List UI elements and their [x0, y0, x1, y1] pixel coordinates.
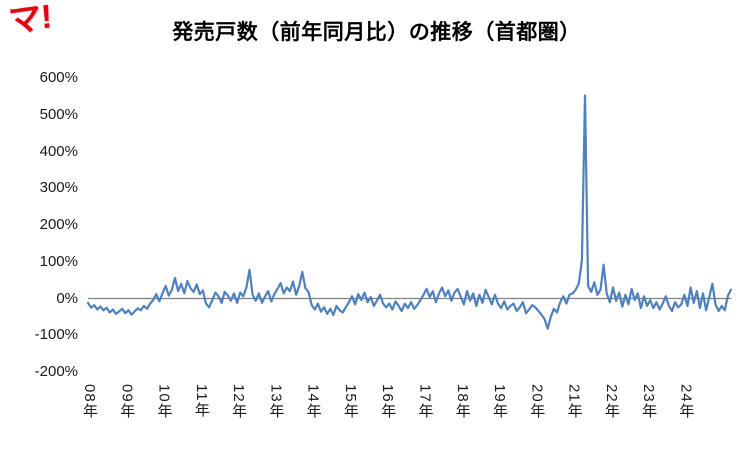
x-tick-label: 23年: [640, 384, 658, 419]
y-tick-label: 400%: [39, 142, 78, 160]
x-tick-label: 19年: [491, 384, 509, 419]
y-tick-label: 600%: [39, 69, 78, 86]
x-tick-label: 13年: [267, 384, 285, 419]
x-tick-label: 14年: [304, 384, 322, 419]
x-tick-label: 16年: [379, 384, 397, 419]
y-tick-label: 100%: [39, 252, 78, 270]
y-tick-label: -200%: [34, 363, 78, 380]
x-tick-label: 17年: [416, 384, 434, 419]
x-tick-label: 15年: [341, 384, 359, 419]
x-tick-label: 18年: [453, 384, 471, 419]
x-tick-label: 20年: [528, 384, 546, 419]
x-tick-label: 08年: [81, 384, 98, 419]
x-tick-label: 22年: [602, 384, 620, 419]
y-tick-label: 300%: [39, 179, 78, 197]
y-tick-label: 200%: [39, 216, 78, 233]
y-tick-label: 500%: [39, 105, 78, 123]
x-tick-label: 24年: [677, 384, 695, 419]
x-tick-label: 09年: [118, 384, 136, 419]
x-tick-label: 12年: [230, 384, 248, 419]
x-tick-label: 10年: [155, 384, 173, 419]
x-tick-label: 21年: [565, 384, 583, 419]
x-tick-label: 11年: [192, 384, 210, 418]
chart-title: 発売戸数（前年同月比）の推移（首都圏）: [172, 21, 581, 44]
y-tick-label: 0%: [56, 289, 78, 307]
series-line-0: [86, 94, 733, 330]
y-tick-label: -100%: [34, 326, 78, 344]
